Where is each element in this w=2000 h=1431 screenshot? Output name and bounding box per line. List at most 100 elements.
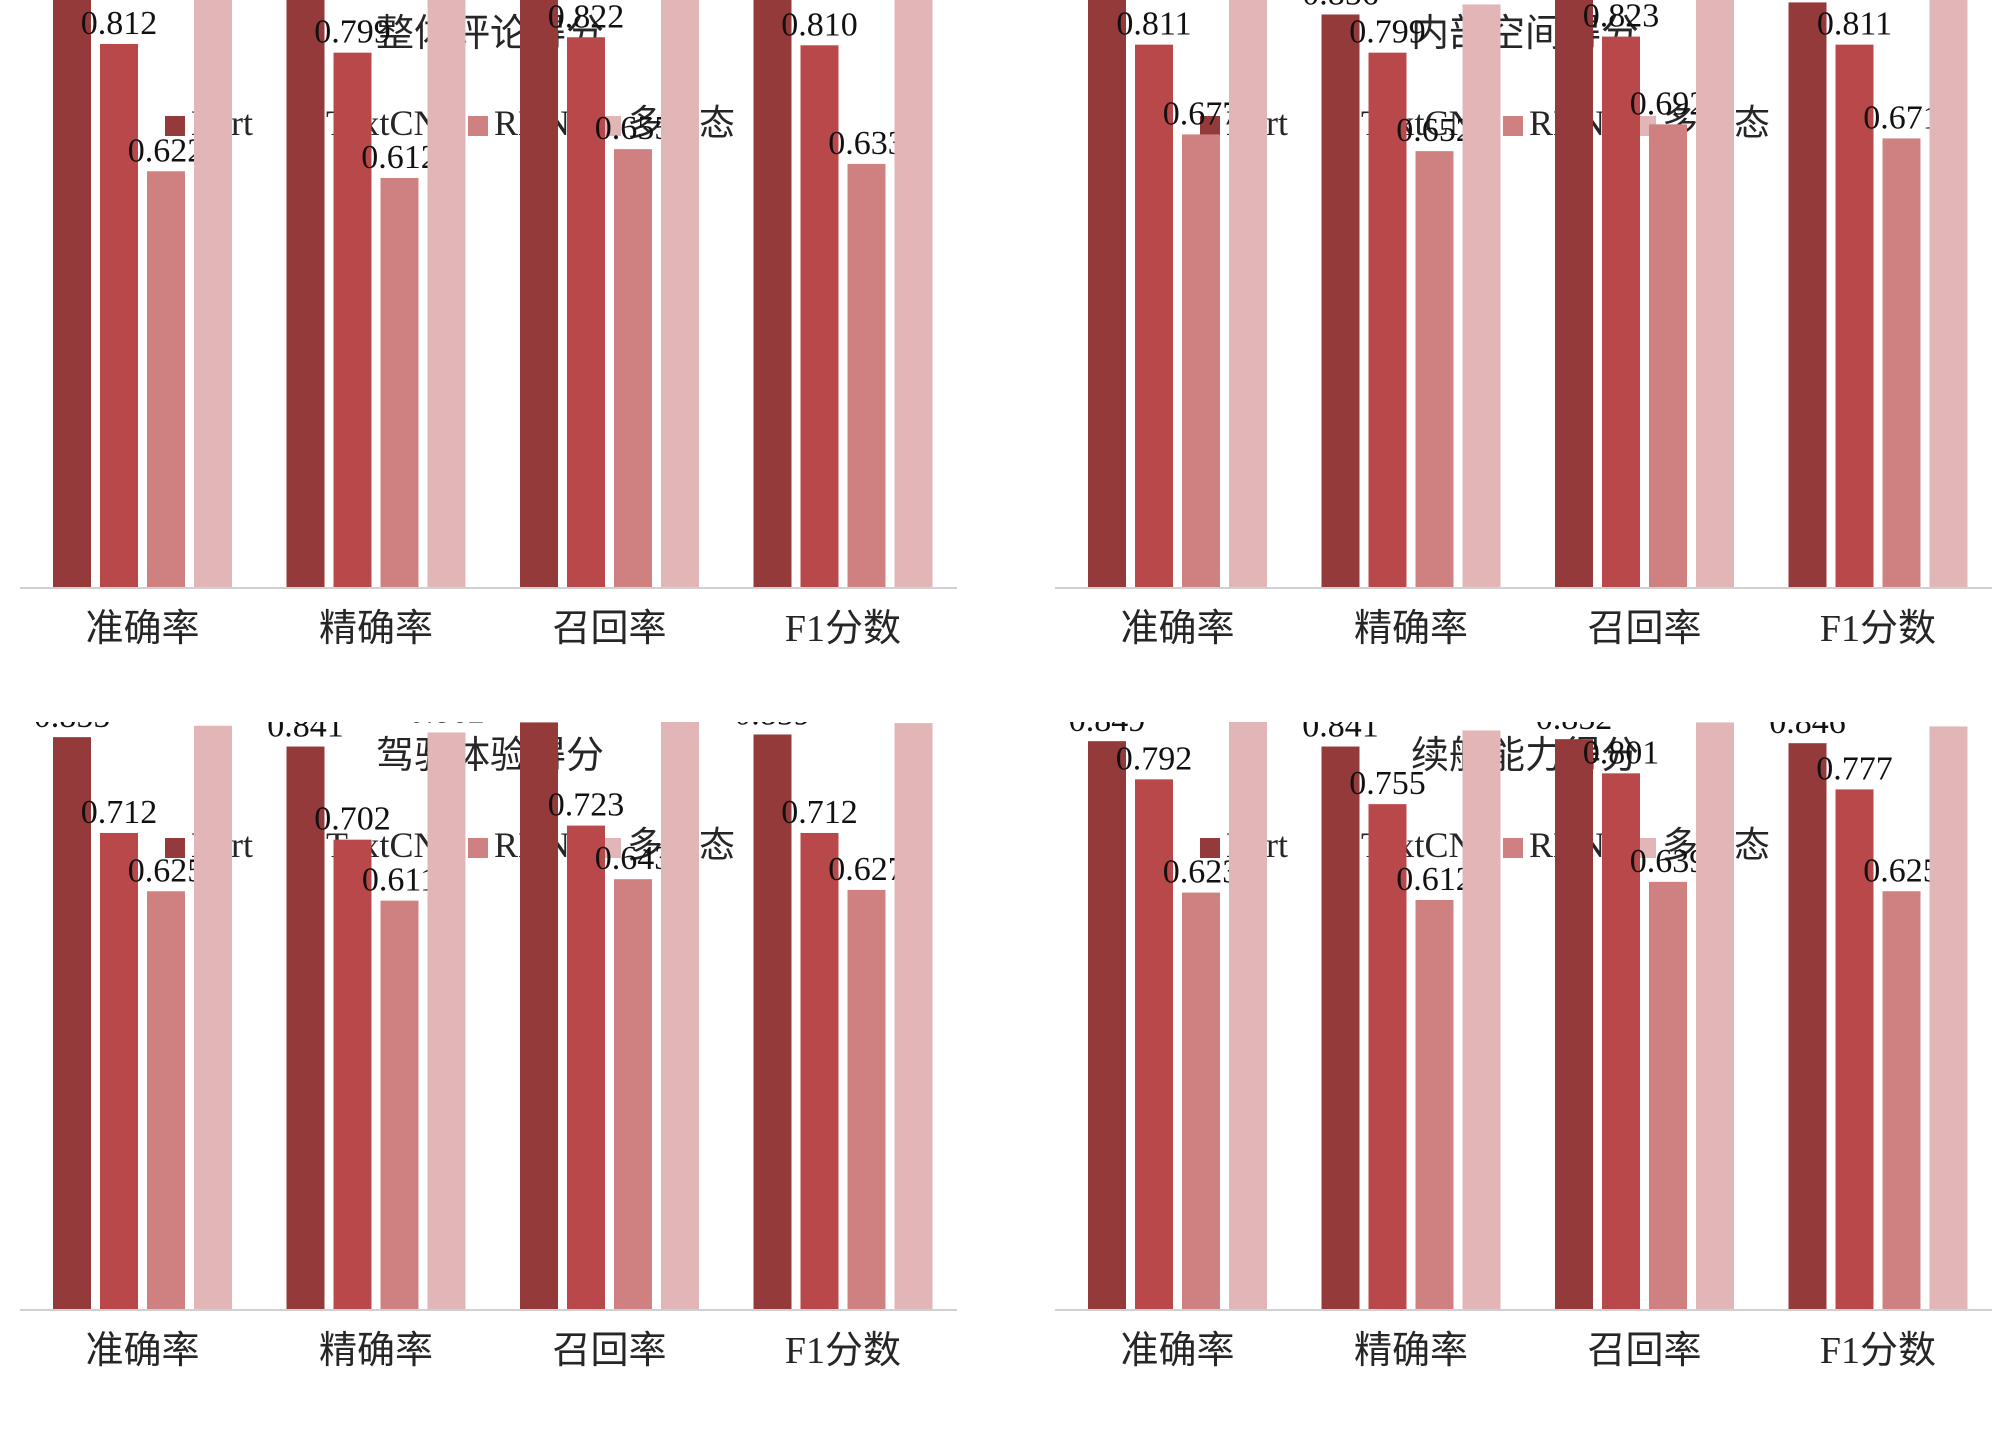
bar-value-label: 0.872	[175, 722, 252, 724]
bar-value-label: 0.811	[1116, 6, 1191, 43]
bar	[194, 726, 232, 1310]
bar	[1649, 882, 1687, 1310]
bar	[381, 901, 419, 1310]
bar-value-label: 0.643	[595, 840, 672, 877]
chart-panel-driving-experience: 驾驶体验得分 BertTextCNNRNN多模态0.8550.7120.6250…	[0, 722, 1000, 1431]
bar	[1555, 0, 1593, 588]
bar-value-label: 0.855	[34, 722, 111, 735]
bar	[194, 0, 232, 588]
bar-value-label: 0.611	[362, 862, 437, 899]
category-tick-label: F1分数	[1820, 1330, 1936, 1372]
bar	[147, 171, 185, 588]
bar	[567, 826, 605, 1310]
bar-value-label: 0.625	[1863, 852, 1940, 889]
bar-value-label: 0.655	[595, 110, 672, 147]
bar	[895, 0, 933, 588]
category-tick-label: 召回率	[552, 608, 666, 650]
bar	[895, 723, 933, 1310]
bar-value-label: 0.862	[408, 722, 485, 730]
bar	[1463, 730, 1501, 1310]
bar-value-label: 0.622	[128, 132, 205, 169]
bar-value-label: 0.652	[1396, 112, 1473, 149]
bar	[1088, 0, 1126, 588]
bar-value-label: 0.623	[1163, 854, 1240, 891]
bar	[661, 0, 699, 588]
bar-value-label: 0.792	[1116, 740, 1193, 777]
bar-value-label: 0.799	[1349, 14, 1426, 51]
bar	[1229, 0, 1267, 588]
bar	[1883, 891, 1921, 1310]
bar-value-label: 0.633	[828, 125, 905, 162]
bar-value-label: 0.822	[548, 0, 625, 35]
bar	[1789, 2, 1827, 588]
bar	[1229, 722, 1267, 1310]
bar	[614, 149, 652, 588]
bar-value-label: 0.812	[81, 5, 158, 42]
bar	[334, 840, 372, 1310]
bar-value-label: 0.612	[1396, 861, 1473, 898]
chart-title: 驾驶体验得分	[376, 735, 604, 777]
chart-svg: 续航能力得分 BertTextCNNRNN多模态0.8490.7920.6230…	[1035, 722, 2000, 1431]
category-tick-label: F1分数	[785, 1330, 901, 1372]
bar-value-label: 0.677	[1163, 95, 1240, 132]
bar	[848, 164, 886, 588]
bar-value-label: 0.625	[128, 852, 205, 889]
chart-svg: 内部空间得分 BertTextCNNRNN多模态0.8890.8110.6770…	[1035, 0, 2000, 709]
category-tick-label: F1分数	[1820, 608, 1936, 650]
bar-value-label: 0.871	[1443, 0, 1520, 2]
bar	[1930, 0, 1968, 588]
bar-value-label: 0.712	[781, 794, 858, 831]
bar-value-label: 0.865	[1443, 722, 1520, 728]
bar	[1696, 722, 1734, 1310]
bar	[100, 833, 138, 1310]
bar-value-label: 0.755	[1349, 765, 1426, 802]
bar-value-label: 0.777	[1816, 750, 1893, 787]
bar	[1930, 726, 1968, 1310]
bar	[1416, 151, 1454, 588]
bar	[1789, 743, 1827, 1310]
category-tick-label: 精确率	[1354, 608, 1468, 650]
bar-value-label: 0.801	[1583, 734, 1660, 771]
bar-value-label: 0.841	[267, 722, 344, 745]
bar	[147, 891, 185, 1310]
bar	[661, 722, 699, 1310]
bar	[1463, 4, 1501, 588]
bar-value-label: 0.841	[1302, 722, 1379, 745]
bar-value-label: 0.702	[314, 801, 391, 838]
legend-swatch	[468, 116, 488, 136]
category-tick-label: 精确率	[1354, 1330, 1468, 1372]
chart-panel-overall: 整体评论得分 BertTextCNNRNN多模态0.9010.8120.6220…	[0, 0, 1000, 709]
legend-swatch	[1503, 838, 1523, 858]
bar-value-label: 0.823	[1583, 0, 1660, 35]
bar-value-label: 0.811	[1817, 6, 1892, 43]
bar-value-label: 0.712	[81, 794, 158, 831]
chart-svg: 整体评论得分 BertTextCNNRNN多模态0.9010.8120.6220…	[0, 0, 1000, 709]
bar-value-label: 0.846	[1769, 722, 1846, 741]
bar	[334, 53, 372, 588]
chart-panel-range-capability: 续航能力得分 BertTextCNNRNN多模态0.8490.7920.6230…	[1035, 722, 2000, 1431]
bar-value-label: 0.859	[734, 722, 811, 732]
bar	[1696, 0, 1734, 588]
bar-value-label: 0.871	[1910, 722, 1987, 724]
bar	[614, 879, 652, 1310]
bar-value-label: 0.671	[1863, 99, 1940, 136]
bar	[801, 833, 839, 1310]
category-tick-label: 召回率	[1587, 1330, 1701, 1372]
bar-value-label: 0.799	[314, 14, 391, 51]
category-tick-label: 精确率	[319, 1330, 433, 1372]
bar-value-label: 0.612	[361, 139, 438, 176]
bar	[520, 0, 558, 588]
category-tick-label: 准确率	[1120, 1330, 1234, 1372]
category-tick-label: F1分数	[785, 608, 901, 650]
bar	[754, 0, 792, 588]
bar	[53, 0, 91, 588]
category-tick-label: 召回率	[552, 1330, 666, 1372]
category-tick-label: 准确率	[85, 608, 199, 650]
bar	[428, 732, 466, 1310]
chart-panel-interior-space: 内部空间得分 BertTextCNNRNN多模态0.8890.8110.6770…	[1035, 0, 2000, 709]
bar	[287, 0, 325, 588]
bar	[1322, 14, 1360, 588]
bar	[1088, 741, 1126, 1310]
bar-value-label: 0.692	[1630, 85, 1707, 122]
category-tick-label: 准确率	[1120, 608, 1234, 650]
